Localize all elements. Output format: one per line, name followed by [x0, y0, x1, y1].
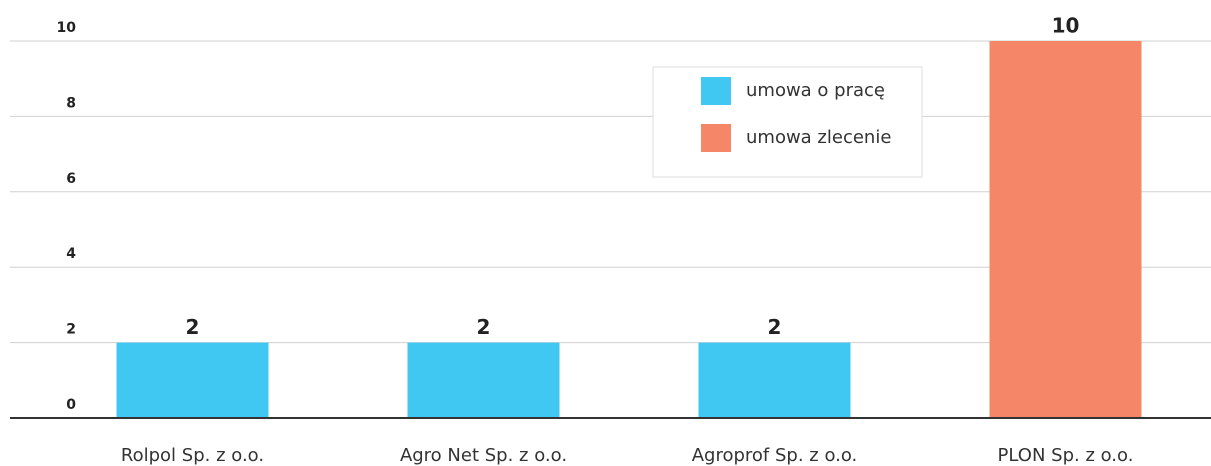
bar	[989, 41, 1142, 418]
value-label: 2	[186, 315, 200, 339]
legend-swatch	[701, 124, 731, 152]
x-tick-label: Agroprof Sp. z o.o.	[692, 445, 858, 466]
value-label: 2	[477, 315, 491, 339]
bar	[116, 342, 269, 418]
legend-box	[652, 66, 923, 178]
x-tick-label: Agro Net Sp. z o.o.	[400, 445, 567, 466]
x-tick-label: Rolpol Sp. z o.o.	[121, 445, 264, 466]
y-tick-label: 6	[66, 171, 76, 187]
legend-label: umowa o pracę	[746, 80, 885, 101]
y-tick-label: 2	[66, 322, 76, 338]
value-label: 2	[768, 315, 782, 339]
y-tick-label: 4	[66, 246, 76, 262]
y-tick-label: 0	[66, 397, 76, 413]
bar	[407, 342, 560, 418]
value-label: 10	[1052, 14, 1080, 38]
y-tick-label: 10	[57, 20, 77, 36]
bar	[698, 342, 851, 418]
x-tick-label: PLON Sp. z o.o.	[998, 445, 1134, 466]
legend-swatch	[701, 77, 731, 105]
y-tick-label: 8	[66, 95, 76, 111]
legend-label: umowa zlecenie	[746, 127, 891, 148]
